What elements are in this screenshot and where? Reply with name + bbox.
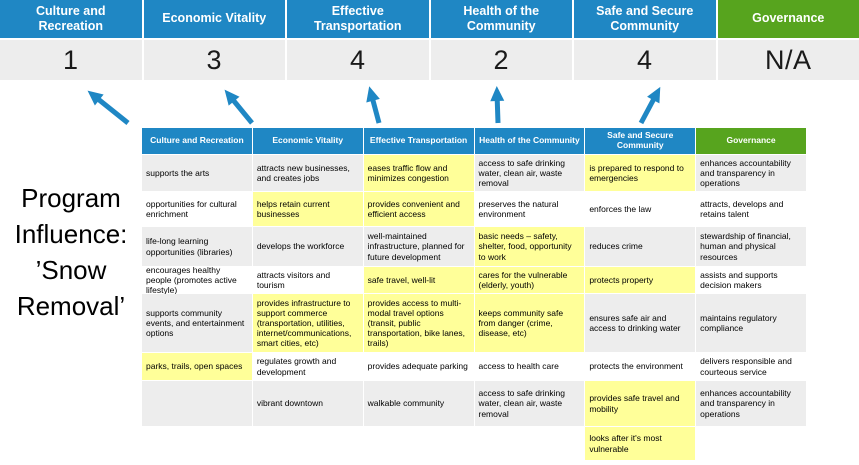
up-arrow-icon [638, 86, 661, 125]
up-arrow-icon [490, 86, 505, 124]
up-arrow-icon [366, 86, 382, 124]
matrix-cell [696, 427, 806, 460]
matrix-cell [474, 427, 585, 460]
page-title-line: ’Snow [35, 254, 107, 285]
score-column-header: Economic Vitality [143, 0, 285, 38]
score-value: 4 [287, 40, 429, 80]
page-title-line: Influence: [14, 218, 128, 249]
matrix-cell: assists and supports decision makers [696, 267, 806, 293]
matrix-cell: cares for the vulnerable (elderly, youth… [474, 267, 585, 293]
score-value: 4 [574, 40, 716, 80]
matrix-cell: supports the arts [142, 155, 252, 191]
matrix-cell: provides infrastructure to support comme… [252, 294, 363, 352]
matrix-cell: reduces crime [585, 227, 696, 266]
matrix-cell: access to safe drinking water, clean air… [474, 381, 585, 426]
matrix-cell: enforces the law [585, 192, 696, 226]
score-column-header: Safe and Secure Community [574, 0, 716, 38]
matrix-cell: enhances accountability and transparency… [696, 155, 806, 191]
up-arrow-icon [87, 90, 130, 125]
matrix-cell: encourages healthy people (promotes acti… [142, 265, 252, 295]
matrix-cell: eases traffic flow and minimizes congest… [363, 155, 474, 191]
up-arrow-icon [224, 89, 254, 125]
matrix-cell: well-maintained infrastructure, planned … [363, 227, 474, 266]
matrix-header-cell: Effective Transportation [363, 128, 474, 154]
page-title-line: Program [21, 183, 121, 213]
matrix-cell: maintains regulatory compliance [696, 294, 806, 352]
matrix-cell: basic needs – safety, shelter, food, opp… [474, 227, 585, 266]
matrix-cell [252, 427, 363, 460]
matrix-cell [363, 427, 474, 460]
matrix-header-cell: Safe and Secure Community [585, 128, 696, 154]
matrix-cell: regulates growth and development [252, 353, 363, 380]
matrix-cell: is prepared to respond to emergencies [585, 155, 696, 191]
matrix-cell: ensures safe air and access to drinking … [585, 294, 696, 352]
matrix-cell: protects the environment [585, 353, 696, 380]
matrix-cell: protects property [585, 267, 696, 293]
score-column-header: Health of the Community [430, 0, 572, 38]
page-title: Program Influence: ’Snow Removal’ [0, 181, 142, 325]
matrix-cell: provides access to multi-modal travel op… [363, 294, 474, 352]
matrix-cell [142, 427, 252, 460]
matrix-cell: access to safe drinking water, clean air… [474, 155, 585, 191]
matrix-cell: safe travel, well-lit [363, 267, 474, 293]
page-title-line: Removal’ [16, 290, 126, 321]
matrix-cell: supports community events, and entertain… [142, 294, 252, 352]
matrix-cell: develops the workforce [252, 227, 363, 266]
matrix-cell: preserves the natural environment [474, 192, 585, 226]
score-value: N/A [717, 40, 859, 80]
matrix-cell [142, 381, 252, 426]
score-column-header: Effective Transportation [287, 0, 429, 38]
matrix-cell: attracts new businesses, and creates job… [252, 155, 363, 191]
influence-matrix: Culture and Recreation Economic Vitality E… [142, 128, 806, 460]
matrix-cell: walkable community [363, 381, 474, 426]
matrix-cell: stewardship of financial, human and phys… [696, 227, 806, 266]
matrix-cell: vibrant downtown [252, 381, 363, 426]
matrix-cell: parks, trails, open spaces [142, 353, 252, 380]
matrix-cell: enhances accountability and transparency… [696, 381, 806, 426]
matrix-cell: delivers responsible and courteous servi… [696, 353, 806, 380]
matrix-cell: access to health care [474, 353, 585, 380]
matrix-cell: provides safe travel and mobility [585, 381, 696, 426]
matrix-cell: attracts, develops and retains talent [696, 192, 806, 226]
matrix-cell: provides convenient and efficient access [363, 192, 474, 226]
score-column-header: Culture and Recreation [0, 0, 142, 38]
matrix-header-cell: Economic Vitality [252, 128, 363, 154]
scoreboard: Culture and Recreation Economic Vitality E… [0, 0, 859, 80]
matrix-cell: life-long learning opportunities (librar… [142, 227, 252, 266]
matrix-cell: looks after it's most vulnerable [585, 427, 696, 460]
matrix-cell: attracts visitors and tourism [252, 267, 363, 293]
matrix-cell: opportunities for cultural enrichment [142, 192, 252, 226]
matrix-cell: keeps community safe from danger (crime,… [474, 294, 585, 352]
matrix-header-cell: Health of the Community [474, 128, 585, 154]
score-value: 1 [0, 40, 142, 80]
matrix-cell: helps retain current businesses [252, 192, 363, 226]
score-column-header: Governance [717, 0, 859, 38]
matrix-header-cell: Culture and Recreation [142, 128, 252, 154]
matrix-header-cell: Governance [696, 128, 806, 154]
score-value: 3 [143, 40, 285, 80]
score-value: 2 [430, 40, 572, 80]
matrix-cell: provides adequate parking [363, 353, 474, 380]
